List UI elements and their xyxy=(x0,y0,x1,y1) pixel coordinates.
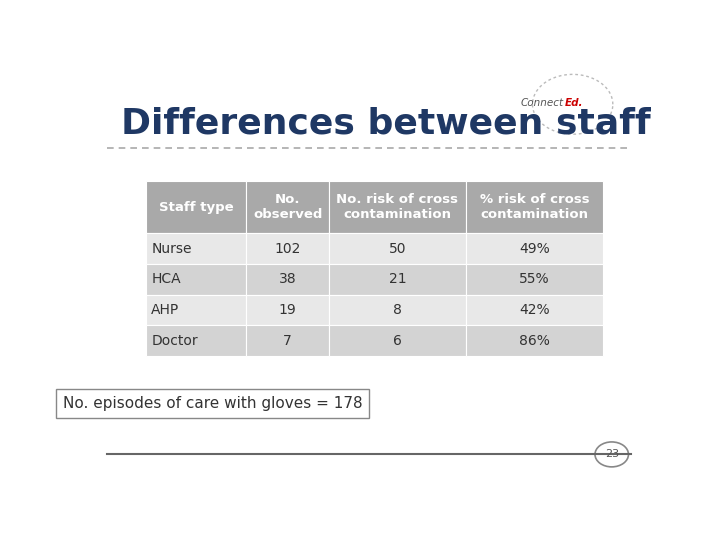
FancyBboxPatch shape xyxy=(329,325,466,356)
Text: 19: 19 xyxy=(279,303,297,317)
FancyBboxPatch shape xyxy=(246,181,329,233)
Text: Doctor: Doctor xyxy=(151,334,198,348)
FancyBboxPatch shape xyxy=(329,294,466,325)
Text: Nurse: Nurse xyxy=(151,241,192,255)
Text: 6: 6 xyxy=(393,334,402,348)
FancyBboxPatch shape xyxy=(145,294,246,325)
Text: Connect: Connect xyxy=(521,98,564,108)
Text: Ed.: Ed. xyxy=(565,98,583,108)
Text: 49%: 49% xyxy=(519,241,550,255)
Text: Differences between staff: Differences between staff xyxy=(121,106,650,140)
FancyBboxPatch shape xyxy=(246,264,329,294)
Text: 50: 50 xyxy=(389,241,406,255)
FancyBboxPatch shape xyxy=(145,233,246,264)
Text: AHP: AHP xyxy=(151,303,179,317)
Text: 102: 102 xyxy=(274,241,301,255)
FancyBboxPatch shape xyxy=(246,325,329,356)
Text: No. episodes of care with gloves = 178: No. episodes of care with gloves = 178 xyxy=(63,396,363,411)
Text: 38: 38 xyxy=(279,272,297,286)
FancyBboxPatch shape xyxy=(466,264,603,294)
Text: % risk of cross
contamination: % risk of cross contamination xyxy=(480,193,590,221)
Text: 55%: 55% xyxy=(519,272,550,286)
Text: 21: 21 xyxy=(389,272,406,286)
FancyBboxPatch shape xyxy=(466,181,603,233)
FancyBboxPatch shape xyxy=(246,294,329,325)
FancyBboxPatch shape xyxy=(246,233,329,264)
Text: HCA: HCA xyxy=(151,272,181,286)
FancyBboxPatch shape xyxy=(466,325,603,356)
FancyBboxPatch shape xyxy=(329,264,466,294)
FancyBboxPatch shape xyxy=(466,294,603,325)
FancyBboxPatch shape xyxy=(329,181,466,233)
Circle shape xyxy=(595,442,629,467)
Text: No.
observed: No. observed xyxy=(253,193,323,221)
FancyBboxPatch shape xyxy=(145,264,246,294)
Text: 23: 23 xyxy=(605,449,618,460)
Text: No. risk of cross
contamination: No. risk of cross contamination xyxy=(336,193,459,221)
FancyBboxPatch shape xyxy=(145,181,246,233)
Text: 8: 8 xyxy=(393,303,402,317)
Text: Staff type: Staff type xyxy=(159,201,233,214)
Text: 86%: 86% xyxy=(519,334,550,348)
Text: 7: 7 xyxy=(283,334,292,348)
FancyBboxPatch shape xyxy=(466,233,603,264)
FancyBboxPatch shape xyxy=(145,325,246,356)
FancyBboxPatch shape xyxy=(329,233,466,264)
Text: 42%: 42% xyxy=(519,303,550,317)
